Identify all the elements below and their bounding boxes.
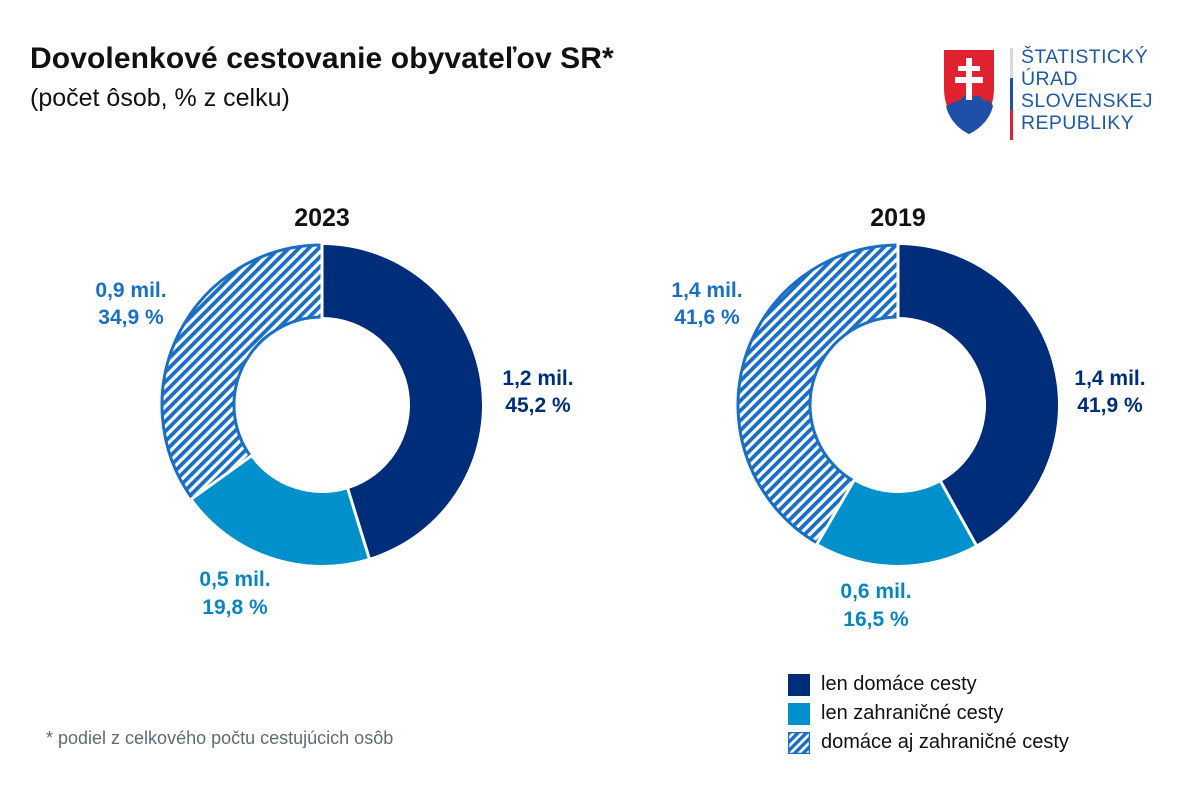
legend-label: len domáce cesty (821, 673, 977, 695)
logo (944, 48, 1013, 140)
donut-2019: 2019 1,4 mil. 41,9 % 0,6 mil. 16,5 % 1,4… (671, 204, 1145, 631)
legend-item-foreign: len zahraničné cesty (788, 699, 1069, 728)
chart-title-2023: 2023 (294, 204, 350, 232)
legend-swatch-foreign (788, 702, 810, 725)
flag-stripe-divider (1010, 48, 1013, 140)
donut-slice-2023-both (160, 243, 324, 501)
legend-swatch-domestic (788, 673, 810, 696)
chart-title: Dovolenkové cestovanie obyvateľov SR* (30, 42, 614, 75)
footnote: * podiel z celkového počtu cestujúcich o… (46, 728, 394, 748)
slice-separator (938, 479, 979, 548)
legend-swatch-both-hatched (788, 731, 810, 754)
slice-separator (189, 454, 254, 501)
donut-slice-2019-domestic (898, 245, 1058, 545)
legend-label: len zahraničné cesty (821, 702, 1004, 724)
legend: len domáce cesty len zahraničné cesty do… (788, 670, 1069, 757)
donut-slice-2023-domestic (322, 245, 483, 558)
data-label-2019-foreign-persons: 0,6 mil. (840, 580, 911, 603)
slovak-coat-of-arms-icon (944, 50, 994, 134)
data-label-2019-foreign-percent: 16,5 % (843, 608, 909, 631)
data-label-2019-both-persons: 1,4 mil. (671, 279, 742, 302)
donut-slice-2019-both (736, 243, 900, 546)
data-label-2023-domestic-persons: 1,2 mil. (502, 367, 573, 390)
slice-separator (815, 478, 856, 546)
chart-subtitle: (počet ôsob, % z celku) (30, 84, 290, 112)
legend-item-domestic: len domáce cesty (788, 670, 1069, 699)
chart-title-2019: 2019 (870, 204, 926, 232)
donut-2023: 2023 1,2 mil. 45,2 % 0,5 mil. 19,8 % 0,9… (95, 204, 573, 619)
data-label-2019-domestic-percent: 41,9 % (1077, 394, 1143, 417)
logo-line: ŠTATISTICKÝ (1021, 46, 1149, 68)
data-label-2023-domestic-percent: 45,2 % (505, 394, 571, 417)
data-label-2019-both-percent: 41,6 % (674, 306, 740, 329)
donut-slice-2023-foreign (192, 456, 370, 566)
legend-label: domáce aj zahraničné cesty (821, 731, 1069, 753)
logo-text: ŠTATISTICKÝ ÚRAD SLOVENSKEJ REPUBLIKY (1021, 46, 1153, 134)
legend-item-both: domáce aj zahraničné cesty (788, 728, 1069, 757)
logo-line: ÚRAD (1021, 68, 1078, 90)
data-label-2023-both-persons: 0,9 mil. (95, 279, 166, 302)
data-label-2023-foreign-persons: 0,5 mil. (199, 568, 270, 591)
logo-line: REPUBLIKY (1021, 112, 1135, 134)
data-label-2023-foreign-percent: 19,8 % (202, 596, 268, 619)
data-label-2023-both-percent: 34,9 % (98, 306, 164, 329)
logo-line: SLOVENSKEJ (1021, 90, 1153, 112)
data-label-2019-domestic-persons: 1,4 mil. (1074, 367, 1145, 390)
slice-separator (345, 486, 372, 561)
donut-slice-2019-foreign (817, 481, 976, 565)
